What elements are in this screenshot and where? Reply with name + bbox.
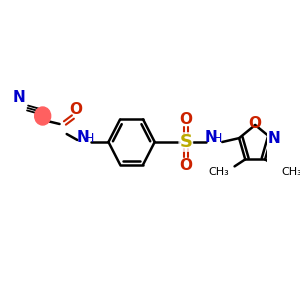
Text: H: H	[85, 131, 94, 145]
Text: CH₃: CH₃	[281, 167, 300, 177]
Text: N: N	[268, 130, 280, 146]
Text: O: O	[179, 158, 192, 172]
Text: N: N	[204, 130, 217, 146]
Text: N: N	[76, 130, 89, 146]
Text: O: O	[179, 112, 192, 127]
Text: N: N	[12, 91, 25, 106]
Text: S: S	[179, 133, 192, 151]
Text: O: O	[249, 116, 262, 130]
Text: O: O	[69, 103, 82, 118]
Circle shape	[35, 107, 51, 125]
Text: H: H	[213, 131, 223, 145]
Text: CH₃: CH₃	[208, 167, 229, 177]
